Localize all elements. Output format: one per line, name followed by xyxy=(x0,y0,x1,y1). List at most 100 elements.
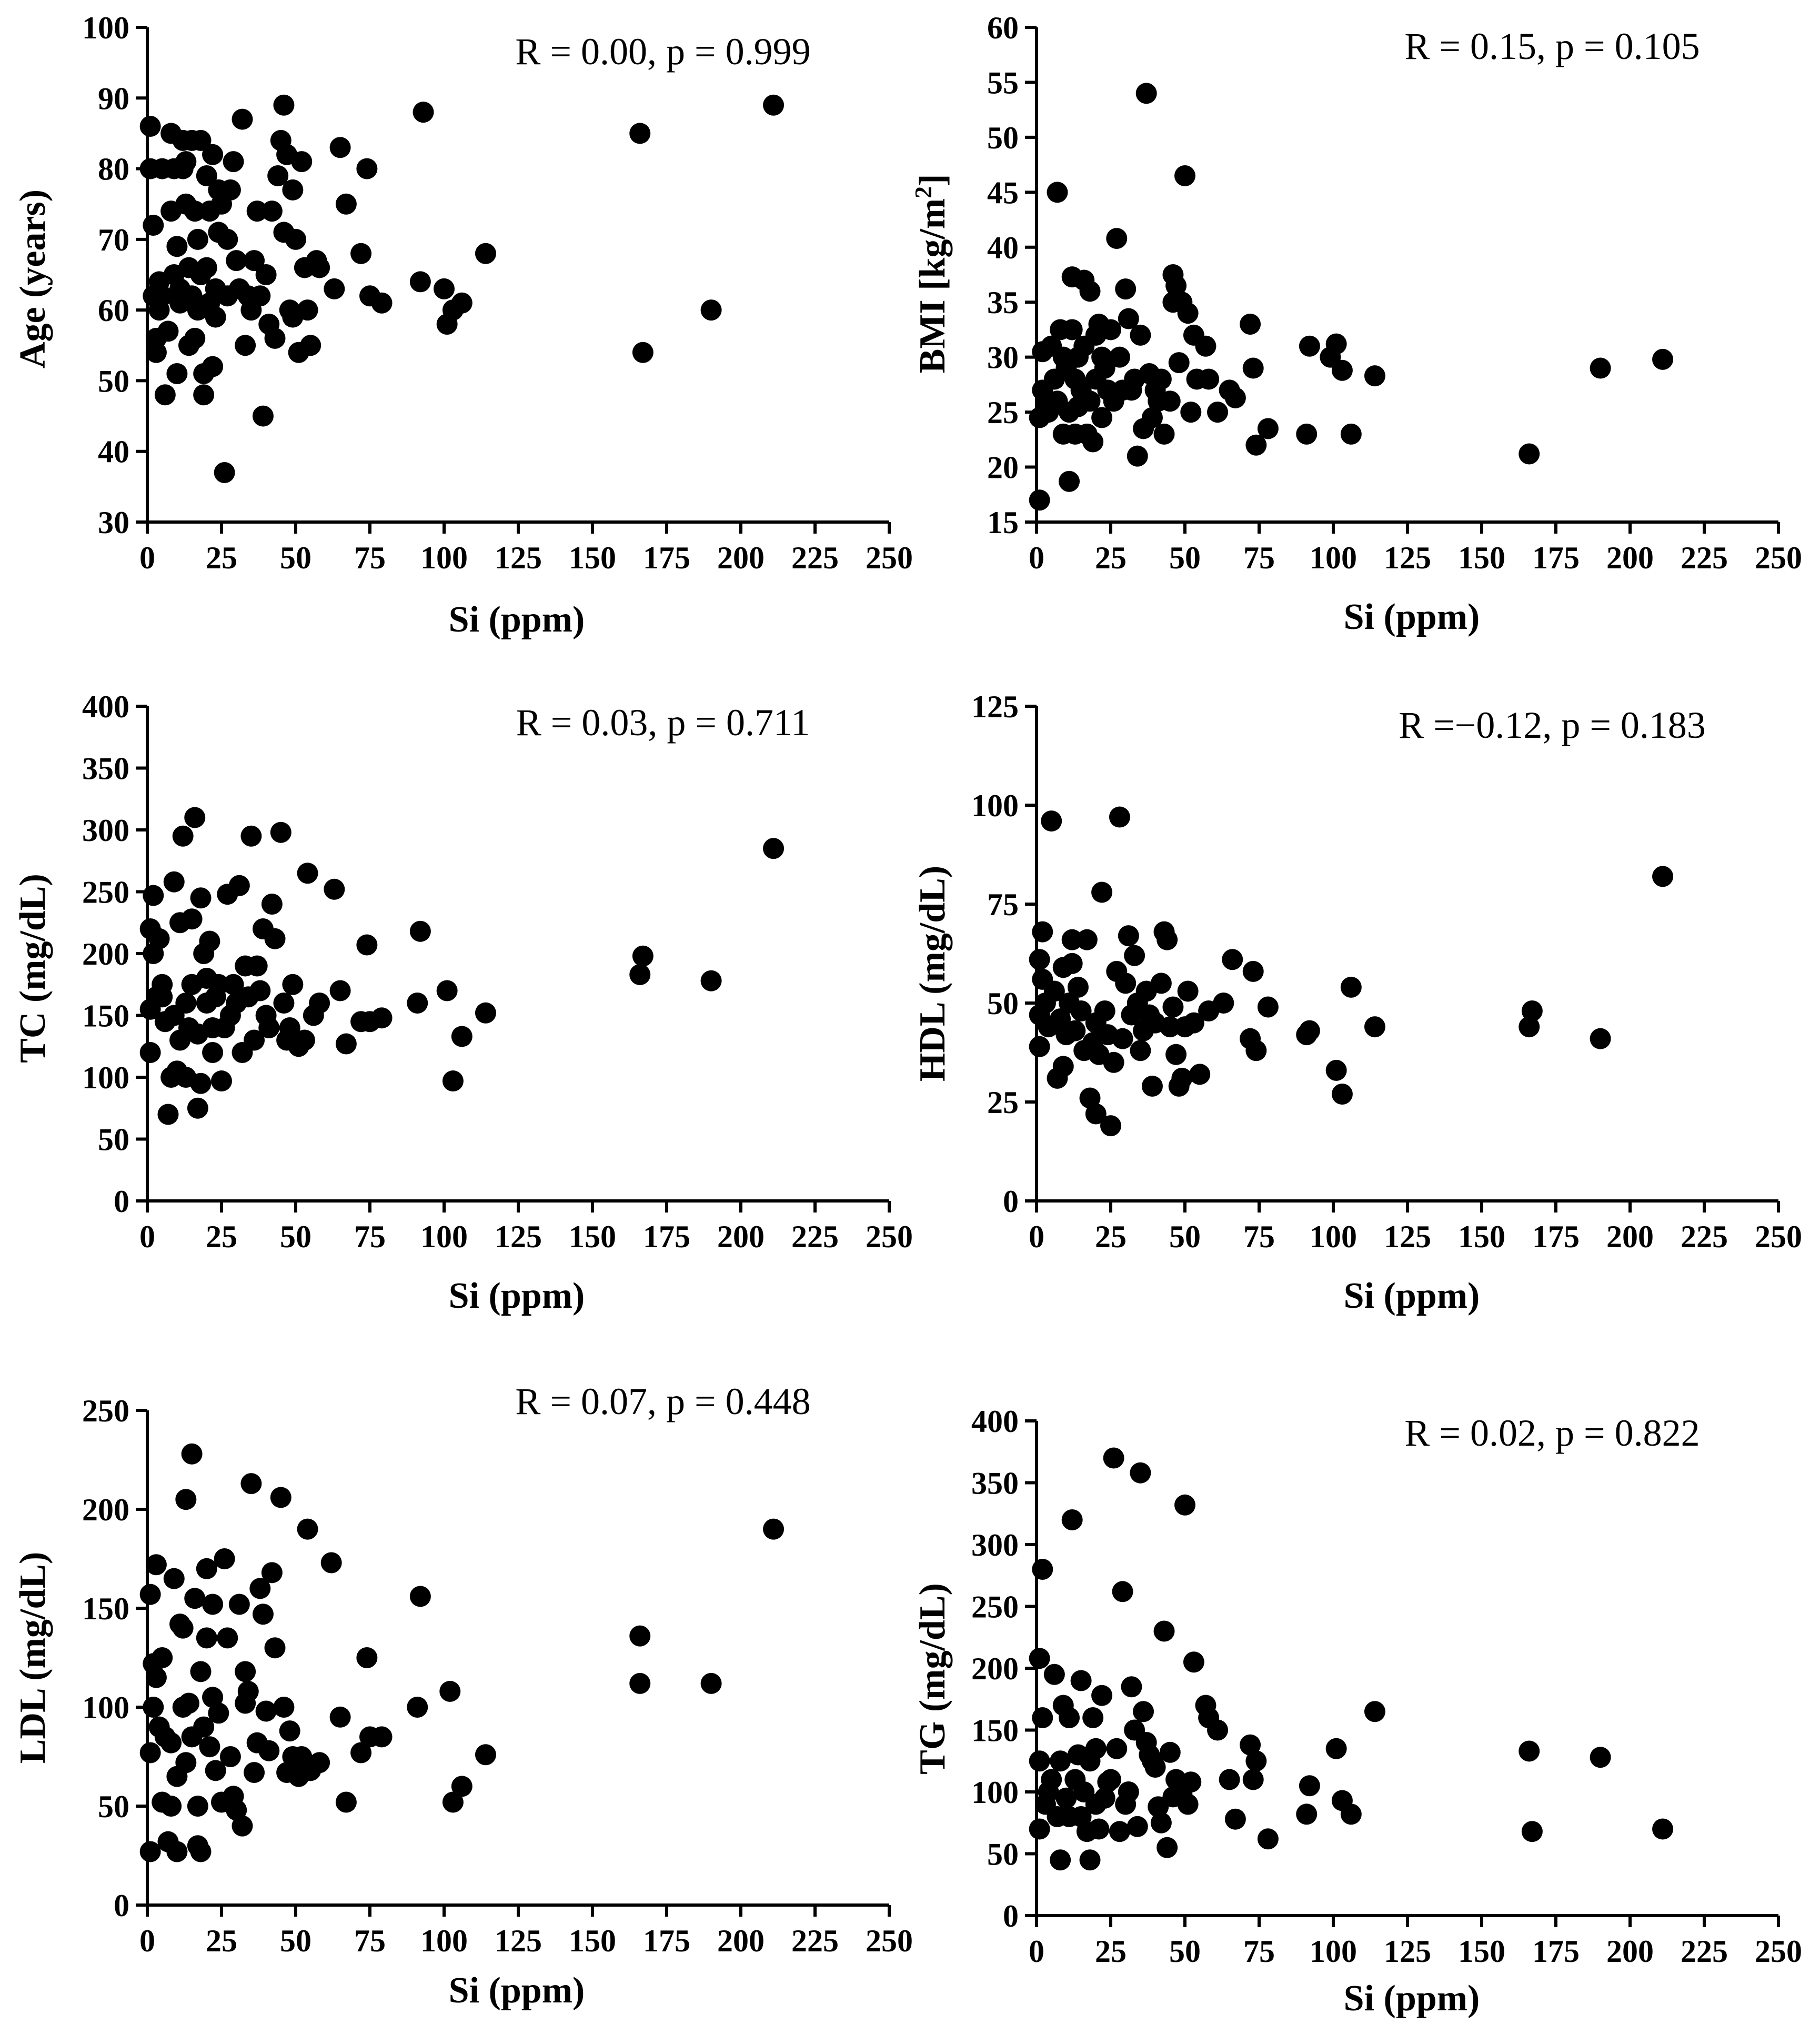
data-point xyxy=(1112,1581,1133,1602)
x-tick-label: 250 xyxy=(1755,1219,1802,1254)
data-point xyxy=(1519,443,1540,465)
x-axis-title-hdl: Si (ppm) xyxy=(1344,1276,1480,1316)
data-point xyxy=(226,250,247,272)
data-point xyxy=(629,1672,651,1694)
data-point xyxy=(1124,945,1145,966)
data-point xyxy=(1130,1040,1151,1061)
data-point xyxy=(178,1692,199,1714)
y-tick-label: 100 xyxy=(82,1690,129,1725)
data-point xyxy=(214,1548,235,1569)
y-tick-label: 50 xyxy=(987,121,1019,155)
data-point xyxy=(1106,1738,1128,1759)
data-point xyxy=(181,908,203,930)
y-axis-title-tc: TC (mg/dL) xyxy=(13,874,53,1063)
data-point xyxy=(255,264,277,285)
data-point xyxy=(439,1680,461,1702)
y-tick-label: 55 xyxy=(987,65,1019,100)
data-point xyxy=(249,1578,271,1599)
chart-tc: R = 0.03, p = 0.711 Si (ppm) TC (mg/dL) … xyxy=(13,689,913,1316)
data-point xyxy=(763,94,785,116)
data-point xyxy=(475,243,496,264)
x-tick-label: 125 xyxy=(1384,1219,1431,1254)
data-point xyxy=(232,108,253,130)
x-tick-label: 150 xyxy=(569,1219,616,1254)
data-point xyxy=(1061,929,1083,950)
x-tick-label: 200 xyxy=(1606,1934,1654,1969)
data-point xyxy=(1070,1000,1092,1022)
x-tick-label: 50 xyxy=(1169,1934,1201,1969)
data-point xyxy=(1245,1750,1267,1772)
data-point xyxy=(1144,1757,1166,1778)
data-point xyxy=(152,285,173,307)
y-tick-label: 0 xyxy=(114,1888,129,1923)
data-point xyxy=(139,116,161,137)
data-point xyxy=(208,974,229,995)
x-tick-label: 150 xyxy=(569,540,616,575)
chart-tg: R = 0.02, p = 0.822 Si (ppm) TG (mg/dL) … xyxy=(912,1404,1802,2019)
data-point xyxy=(1050,1750,1071,1772)
data-point xyxy=(1029,1648,1050,1669)
data-point xyxy=(1257,996,1279,1018)
data-point xyxy=(196,257,217,278)
data-point xyxy=(335,193,357,215)
data-point xyxy=(1364,365,1385,387)
data-point xyxy=(451,292,472,314)
data-point xyxy=(1165,275,1187,296)
x-axis-title-ldl: Si (ppm) xyxy=(449,1970,585,2011)
data-point xyxy=(166,1841,188,1862)
data-point xyxy=(1029,1750,1050,1772)
data-point xyxy=(1094,1787,1115,1809)
data-point xyxy=(1299,335,1320,357)
data-point xyxy=(1118,308,1139,329)
data-point xyxy=(407,1697,428,1718)
data-point xyxy=(139,1742,161,1764)
data-point xyxy=(1032,921,1053,943)
data-point xyxy=(309,993,330,1014)
data-point xyxy=(267,165,289,186)
data-point xyxy=(190,1661,212,1682)
data-point xyxy=(1064,1020,1086,1041)
y-tick-label: 200 xyxy=(82,1492,129,1527)
data-point xyxy=(442,1791,464,1813)
data-point xyxy=(1141,1075,1163,1097)
y-tick-label: 400 xyxy=(971,1404,1019,1439)
x-tick-label: 100 xyxy=(420,540,468,575)
data-point xyxy=(1189,1064,1211,1085)
data-point xyxy=(1133,1701,1154,1722)
data-point xyxy=(1183,1012,1204,1034)
data-point xyxy=(1242,357,1264,379)
data-point xyxy=(1106,228,1128,249)
y-tick-label: 50 xyxy=(98,1123,129,1157)
data-point xyxy=(1109,806,1130,828)
data-point xyxy=(1061,1509,1083,1530)
data-point xyxy=(300,335,321,356)
data-point xyxy=(1067,976,1089,998)
data-point xyxy=(1121,1676,1142,1698)
data-point xyxy=(273,993,295,1014)
data-point xyxy=(193,1716,215,1738)
x-tick-label: 50 xyxy=(1169,540,1201,575)
data-point xyxy=(279,1017,300,1038)
data-point xyxy=(1150,368,1172,390)
data-point xyxy=(1079,1849,1101,1871)
data-point xyxy=(143,1697,164,1718)
data-point xyxy=(202,1687,224,1708)
data-point xyxy=(154,384,176,406)
data-point xyxy=(1325,1059,1347,1081)
data-point xyxy=(228,1594,250,1615)
data-point xyxy=(196,1558,217,1579)
data-point xyxy=(282,974,304,995)
data-point xyxy=(181,1443,203,1465)
x-tick-label: 100 xyxy=(420,1923,468,1958)
y-tick-label: 0 xyxy=(114,1184,129,1219)
data-point xyxy=(1061,319,1083,340)
data-point xyxy=(451,1776,472,1797)
y-tick-label: 25 xyxy=(987,1085,1019,1120)
data-point xyxy=(1219,1769,1240,1790)
data-point xyxy=(1519,1016,1540,1038)
data-point xyxy=(1029,1818,1050,1840)
data-point xyxy=(261,1562,283,1584)
data-point xyxy=(219,1746,241,1767)
y-tick-label: 150 xyxy=(82,1591,129,1626)
data-point xyxy=(1245,434,1267,456)
